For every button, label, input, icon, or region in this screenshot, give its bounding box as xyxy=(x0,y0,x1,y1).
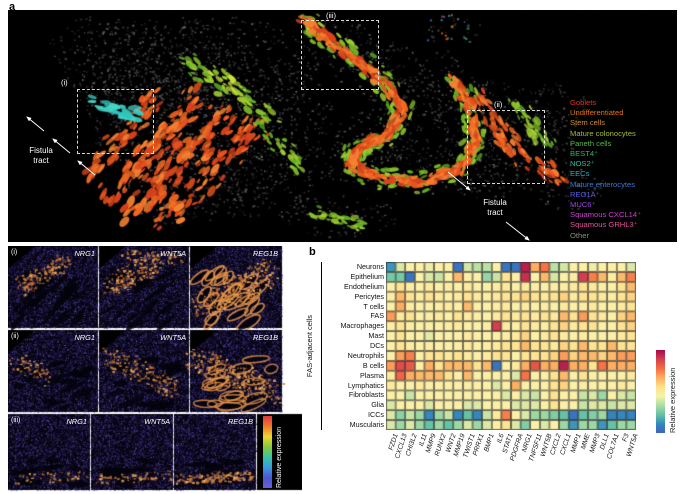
heatmap-colorbar-label: Relative expression xyxy=(668,367,677,433)
heatmap-colorbar xyxy=(656,350,665,433)
legend-item-mature-colonocytes: Mature colonocytes xyxy=(570,128,636,138)
expression-colorbar-images xyxy=(263,416,272,488)
region-box-i xyxy=(77,89,154,154)
heatmap-row-label-dcs: DCs xyxy=(370,341,384,351)
heatmap-row-label-fas: FAS xyxy=(370,311,384,321)
heatmap-row-label-neutrophils: Neutrophils xyxy=(347,350,384,360)
heatmap-row-label-t-cells: T cells xyxy=(363,301,384,311)
region-box-ii xyxy=(467,110,545,184)
heatmap-axis-line xyxy=(321,262,322,430)
legend-item-reg1a-: REG1A⁺ xyxy=(570,189,600,199)
heatmap-row-label-plasma: Plasma xyxy=(360,370,384,380)
ish-image-grid xyxy=(8,246,302,494)
heatmap-col-label-f3: F3 xyxy=(621,433,631,443)
panel-a-label: a xyxy=(9,1,16,13)
heatmap-row-label-mast: Mast xyxy=(368,331,384,341)
gene-label-wnt5a-row3: WNT5A xyxy=(144,417,170,426)
region-label-i: (i) xyxy=(61,78,68,87)
heatmap-row-label-b-cells: B cells xyxy=(362,360,384,370)
legend-item-goblets: Goblets xyxy=(570,98,597,107)
gene-label-wnt5a-row2: WNT5A xyxy=(160,333,186,342)
heatmap-row-label-macrophages: Macrophages xyxy=(340,321,384,331)
region-label-ii: (ii) xyxy=(494,100,503,109)
image-row-label-2: (ii) xyxy=(11,333,19,340)
heatmap-row-label-neurons: Neurons xyxy=(356,262,384,271)
region-label-iii: (iii) xyxy=(326,11,336,20)
image-row-label-3: (iii) xyxy=(11,417,21,424)
heatmap xyxy=(386,262,636,430)
fistula-tract-label-left: Fistula tract xyxy=(14,146,68,166)
legend-item-undifferentiated: Undifferentiated xyxy=(570,108,624,118)
gene-label-nrg1-row1: NRG1 xyxy=(74,249,95,258)
fistula-right-line1: Fistula xyxy=(483,198,507,207)
region-box-iii xyxy=(301,20,379,90)
legend-item-mature-enterocytes: Mature enterocytes xyxy=(570,179,635,189)
gene-label-nrg1-row2: NRG1 xyxy=(74,333,95,342)
heatmap-row-label-glia: Glia xyxy=(371,400,384,410)
legend-item-stem-cells: Stem cells xyxy=(570,118,606,128)
legend-item-muc6-: MUC6⁺ xyxy=(570,200,596,210)
gene-label-reg1b-row3: REG1B xyxy=(227,417,253,426)
images-colorbar-label: Relative expression xyxy=(276,426,283,488)
tissue-microscopy-image xyxy=(8,10,677,242)
legend-item-squamous-cxcl14-: Squamous CXCL14⁺ xyxy=(570,210,642,220)
legend-item-nos2-: NOS2⁺ xyxy=(570,159,595,169)
legend-item-paneth-cells: Paneth cells xyxy=(570,138,612,148)
gene-label-nrg1-row3: NRG1 xyxy=(66,417,87,426)
gene-label-reg1b-row2: REG1B xyxy=(252,333,278,342)
fistula-right-line2: tract xyxy=(487,208,503,217)
image-row-label-1: (i) xyxy=(11,249,18,256)
heatmap-row-label-muscularis: Muscularis xyxy=(349,420,384,430)
legend-item-other: Other xyxy=(570,230,589,240)
legend-item-eecs: EECs xyxy=(570,169,590,179)
fistula-left-line1: Fistula xyxy=(29,146,53,155)
heatmap-row-label-lymphatics: Lymphatics xyxy=(347,380,384,390)
fistula-tract-label-right: Fistula tract xyxy=(468,198,522,218)
heatmap-row-label-iccs: ICCs xyxy=(368,410,384,420)
heatmap-row-group-label: FAS-adjacent cells xyxy=(305,314,314,378)
fistula-left-line2: tract xyxy=(33,156,49,165)
panel-b-label: b xyxy=(309,246,316,258)
gene-label-reg1b-row1: REG1B xyxy=(252,249,278,258)
heatmap-row-label-endothelium: Endothelium xyxy=(344,281,384,291)
heatmap-row-label-pericytes: Pericytes xyxy=(354,291,384,301)
heatmap-row-label-fibroblasts: Fibroblasts xyxy=(348,390,384,400)
cell-type-legend: Goblets Undifferentiated Stem cells Mature … xyxy=(570,98,641,241)
gene-label-wnt5a-row1: WNT5A xyxy=(160,249,186,258)
legend-item-best4-: BEST4⁺ xyxy=(570,149,599,159)
legend-item-squamous-grhl3-: Squamous GRHL3⁺ xyxy=(570,220,638,230)
heatmap-row-label-epithelium: Epithelium xyxy=(350,271,384,281)
